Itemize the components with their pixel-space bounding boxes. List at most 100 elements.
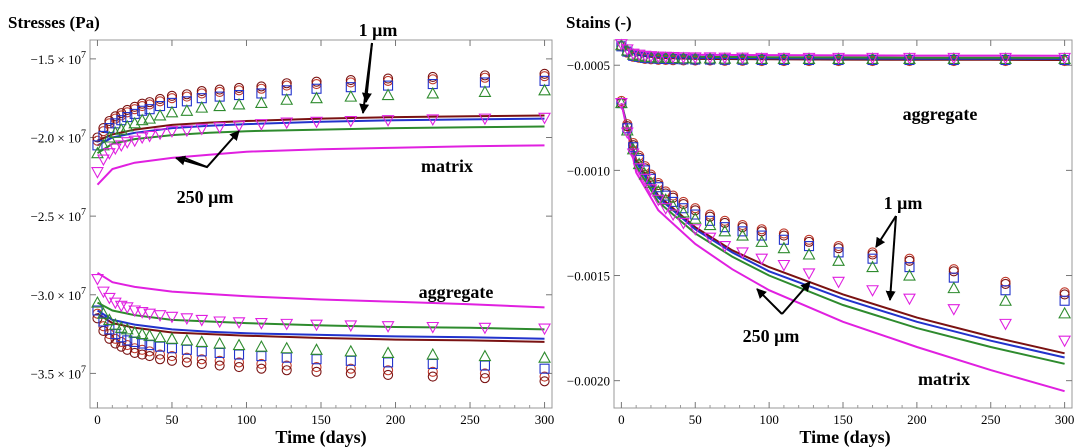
- right-y-tick-label: −0.0020: [567, 374, 610, 389]
- right-marker-triangle-down: [677, 52, 690, 64]
- right-marker-square: [678, 203, 689, 214]
- right-marker-triangle-up: [755, 235, 769, 247]
- right-marker-triangle-down: [638, 173, 652, 186]
- right-marker-triangle-up: [999, 294, 1012, 306]
- right-marker-triangle-up: [620, 123, 634, 136]
- left-x-tick-label: 100: [237, 412, 257, 427]
- left-marker-triangle-down: [128, 305, 142, 318]
- left-marker-triangle-down: [96, 154, 110, 167]
- left-marker-triangle-down: [153, 128, 167, 141]
- left-marker-square: [122, 335, 133, 346]
- right-marker-circle: [948, 264, 959, 275]
- left-y-tick-label: −3.0 × 107: [31, 286, 86, 303]
- right-marker-triangle-up: [688, 212, 702, 224]
- left-marker-circle: [383, 365, 394, 376]
- right-marker-triangle-down: [659, 203, 673, 215]
- left-marker-triangle-down: [381, 321, 395, 333]
- right-marker-square: [756, 230, 767, 241]
- left-marker-circle: [311, 362, 322, 373]
- left-marker-triangle-up: [538, 83, 551, 96]
- right-marker-triangle-down: [866, 52, 879, 65]
- right-marker-triangle-down: [666, 209, 680, 222]
- right-x-tick-label: 250: [981, 412, 1001, 427]
- left-marker-triangle-up: [478, 349, 492, 362]
- right-marker-triangle-down: [832, 276, 845, 289]
- right-marker-square: [690, 209, 701, 220]
- left-marker-circle: [311, 366, 322, 377]
- right-marker-triangle-down: [832, 52, 845, 65]
- left-x-tick-label: 200: [386, 412, 406, 427]
- left-marker-circle: [539, 376, 550, 387]
- right-marker-circle: [737, 220, 748, 231]
- left-marker-circle: [281, 365, 292, 376]
- left-marker-triangle-down: [254, 318, 268, 330]
- left-marker-triangle-down: [135, 307, 149, 319]
- right-marker-triangle-down: [777, 259, 791, 272]
- right-marker-triangle-down: [736, 52, 749, 65]
- left-x-tick-label: 250: [460, 412, 480, 427]
- right-arrow-250um-a: [756, 288, 783, 315]
- left-marker-circle: [345, 75, 356, 86]
- left-marker-circle: [104, 115, 115, 127]
- right-marker-triangle-down: [802, 268, 816, 281]
- left-marker-circle: [383, 369, 394, 381]
- right-marker-triangle-down: [1058, 335, 1072, 348]
- left-marker-triangle-up: [143, 329, 157, 341]
- left-marker-circle: [383, 73, 394, 84]
- right-series-line-3: [620, 102, 1065, 393]
- left-marker-triangle-up: [310, 91, 323, 104]
- left-annotation-1um: 1 μm: [359, 20, 398, 40]
- right-marker-triangle-up: [644, 176, 658, 189]
- left-x-tick-label: 300: [535, 412, 555, 427]
- right-marker-triangle-down: [866, 285, 879, 297]
- right-marker-circle: [904, 255, 915, 266]
- left-marker-triangle-down: [102, 148, 116, 160]
- right-marker-circle: [1059, 287, 1070, 298]
- right-annotation-1um-group: 1 μm: [875, 193, 923, 301]
- right-x-axis-label: Time (days): [799, 427, 890, 448]
- left-marker-triangle-down: [180, 313, 194, 326]
- left-marker-circle: [256, 363, 267, 374]
- left-series-line-6: [97, 301, 545, 331]
- left-marker-triangle-down: [426, 114, 440, 127]
- right-marker-circle: [1059, 289, 1070, 300]
- right-marker-triangle-down: [632, 163, 646, 175]
- right-marker-square: [634, 154, 645, 165]
- right-marker-circle: [678, 196, 689, 207]
- left-marker-triangle-up: [143, 111, 157, 124]
- left-marker-triangle-down: [165, 126, 179, 138]
- left-marker-triangle-down: [143, 130, 157, 143]
- left-marker-triangle-down: [381, 115, 395, 127]
- left-marker-triangle-down: [310, 116, 323, 129]
- left-annotation-250um: 250 μm: [177, 187, 234, 207]
- left-x-tick-label: 0: [94, 412, 101, 427]
- left-marker-triangle-up: [102, 313, 116, 325]
- right-arrow-250um-b: [781, 281, 811, 315]
- left-marker-triangle-up: [114, 321, 128, 333]
- left-y-tick-label: −2.0 × 107: [31, 129, 86, 146]
- left-marker-circle: [427, 71, 438, 83]
- left-y-tick-label: −1.5 × 107: [31, 50, 86, 67]
- left-annotation-1um-group: 1 μm: [359, 20, 398, 114]
- left-marker-triangle-up: [128, 325, 142, 338]
- right-marker-triangle-down: [1058, 52, 1072, 65]
- right-marker-triangle-down: [903, 293, 916, 306]
- left-marker-triangle-down: [232, 120, 246, 133]
- left-marker-circle: [345, 368, 356, 379]
- left-marker-triangle-up: [135, 113, 149, 126]
- right-annotation-1um: 1 μm: [884, 193, 923, 213]
- left-marker-triangle-down: [280, 117, 294, 130]
- right-marker-triangle-up: [703, 218, 717, 231]
- left-marker-circle: [479, 70, 490, 81]
- right-marker-triangle-down: [703, 52, 717, 65]
- left-marker-triangle-up: [478, 85, 492, 97]
- right-marker-square: [737, 226, 748, 237]
- left-marker-triangle-down: [344, 320, 358, 333]
- right-y-tick-label: −0.0010: [567, 163, 610, 178]
- left-marker-circle: [281, 78, 292, 89]
- right-marker-triangle-down: [703, 232, 717, 245]
- left-series-line-7: [96, 271, 545, 309]
- left-marker-circle: [539, 371, 550, 382]
- left-marker-triangle-down: [254, 119, 268, 131]
- right-marker-circle: [1000, 276, 1011, 287]
